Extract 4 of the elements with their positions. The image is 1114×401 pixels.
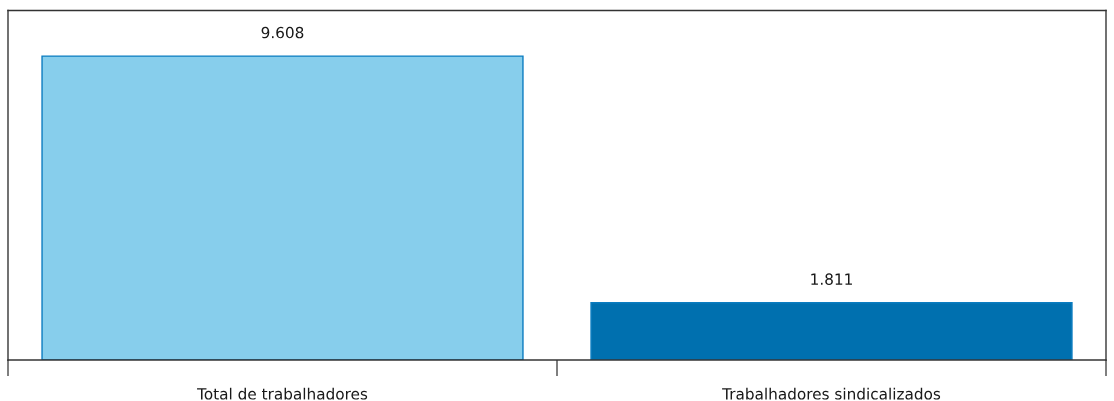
x-tick-label: Total de trabalhadores [197, 387, 368, 400]
x-tick-label: Trabalhadores sindicalizados [722, 387, 941, 400]
data-label: 9.608 [261, 26, 304, 39]
data-label: 1.811 [811, 273, 852, 285]
